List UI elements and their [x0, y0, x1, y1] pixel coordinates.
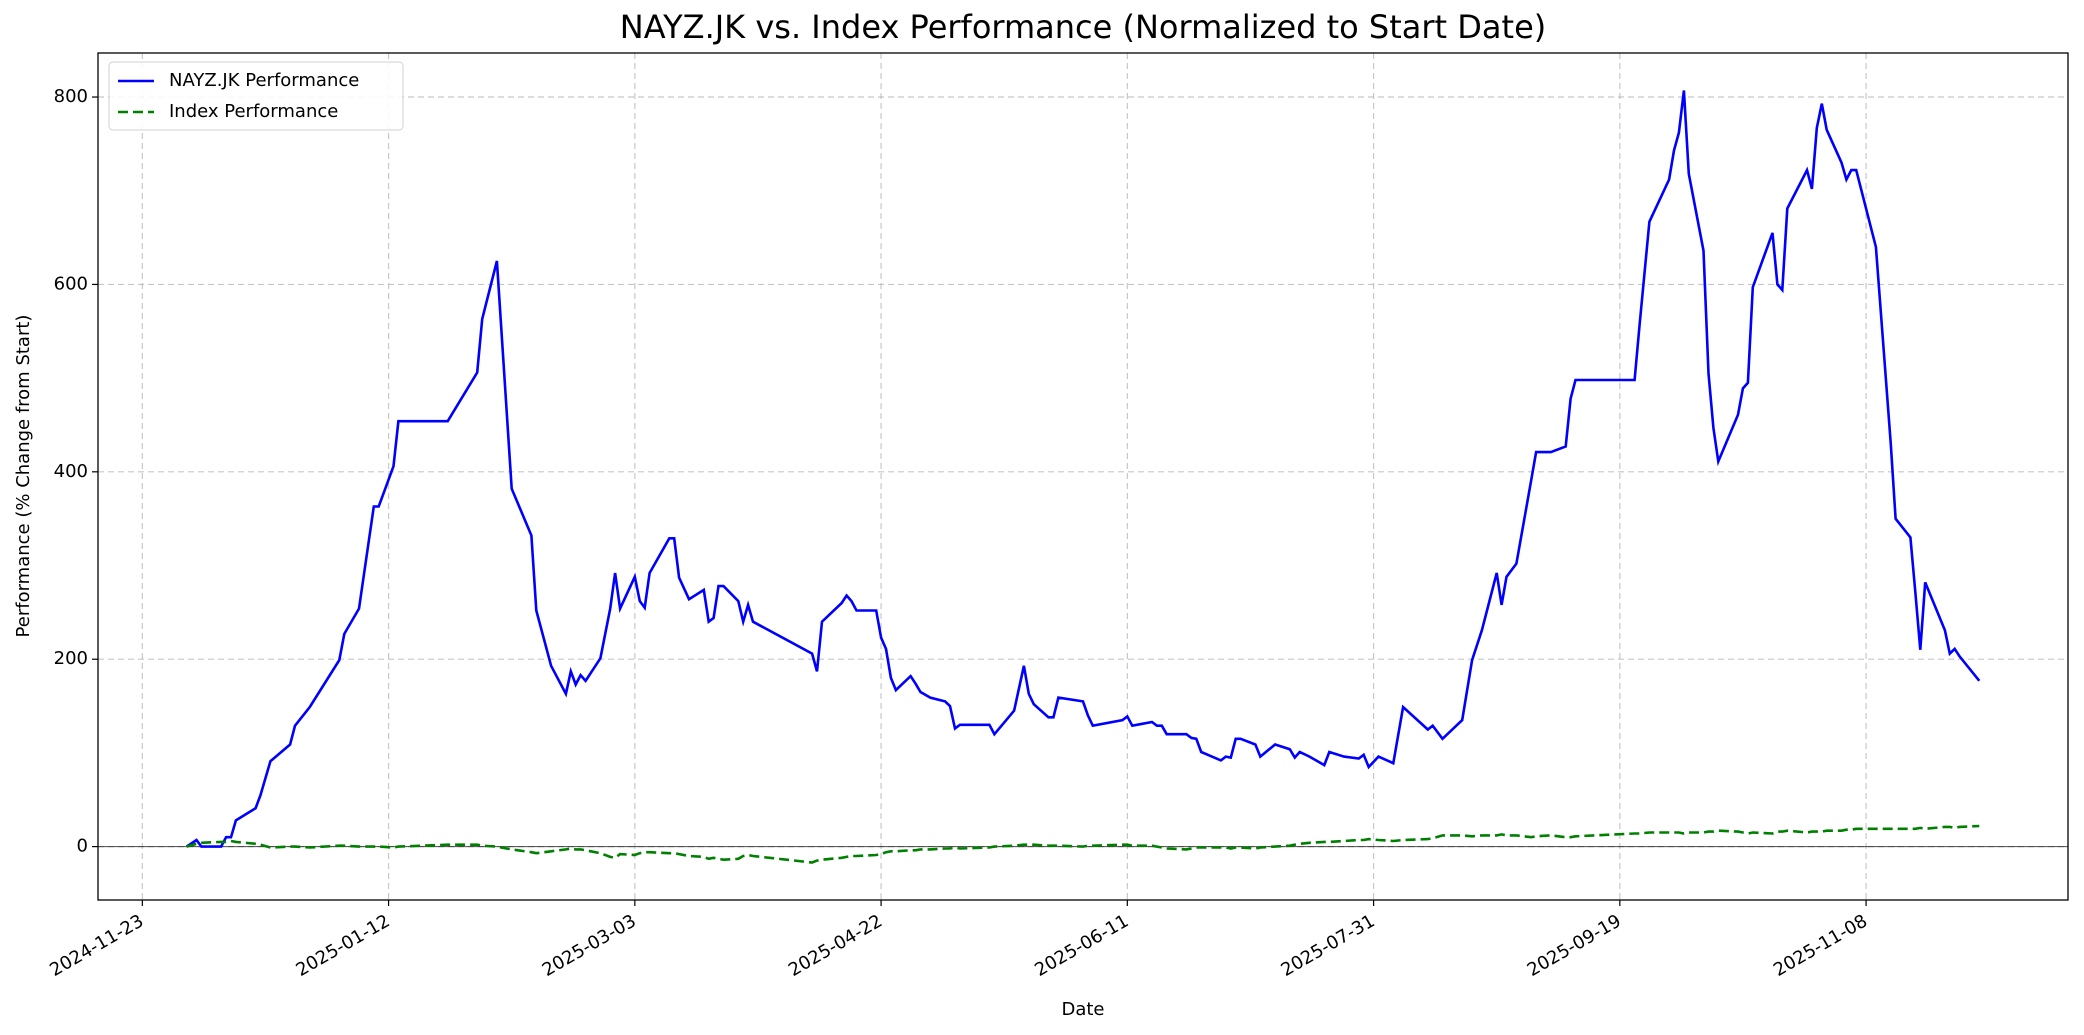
x-tick-label: 2024-11-23: [46, 910, 147, 980]
y-tick-label: 400: [54, 461, 88, 482]
y-tick-label: 800: [54, 86, 88, 107]
plot-frame: [97, 52, 2069, 901]
x-axis-label: Date: [1061, 999, 1104, 1020]
chart-title: NAYZ.JK vs. Index Performance (Normalize…: [620, 8, 1546, 46]
y-tick-label: 200: [54, 648, 88, 669]
data-line: [186, 824, 1980, 864]
x-tick-label: 2025-11-08: [1770, 910, 1871, 980]
legend: NAYZ.JK Performance Index Performance: [108, 61, 404, 131]
x-tick-label: 2025-04-22: [785, 910, 886, 980]
data-line: [185, 90, 1981, 848]
legend-label: Index Performance: [169, 101, 338, 122]
y-tick-label: 0: [77, 836, 88, 857]
x-tick-label: 2025-03-03: [539, 910, 640, 980]
y-tick-label: 600: [54, 273, 88, 294]
legend-box: [108, 61, 404, 131]
y-axis-label: Performance (% Change from Start): [13, 315, 34, 638]
legend-label: NAYZ.JK Performance: [169, 70, 359, 91]
x-tick-label: 2025-01-12: [292, 910, 393, 980]
x-tick-label: 2025-07-31: [1277, 910, 1378, 980]
x-tick-label: 2025-09-19: [1524, 910, 1625, 980]
x-tick-label: 2025-06-11: [1031, 910, 1132, 980]
